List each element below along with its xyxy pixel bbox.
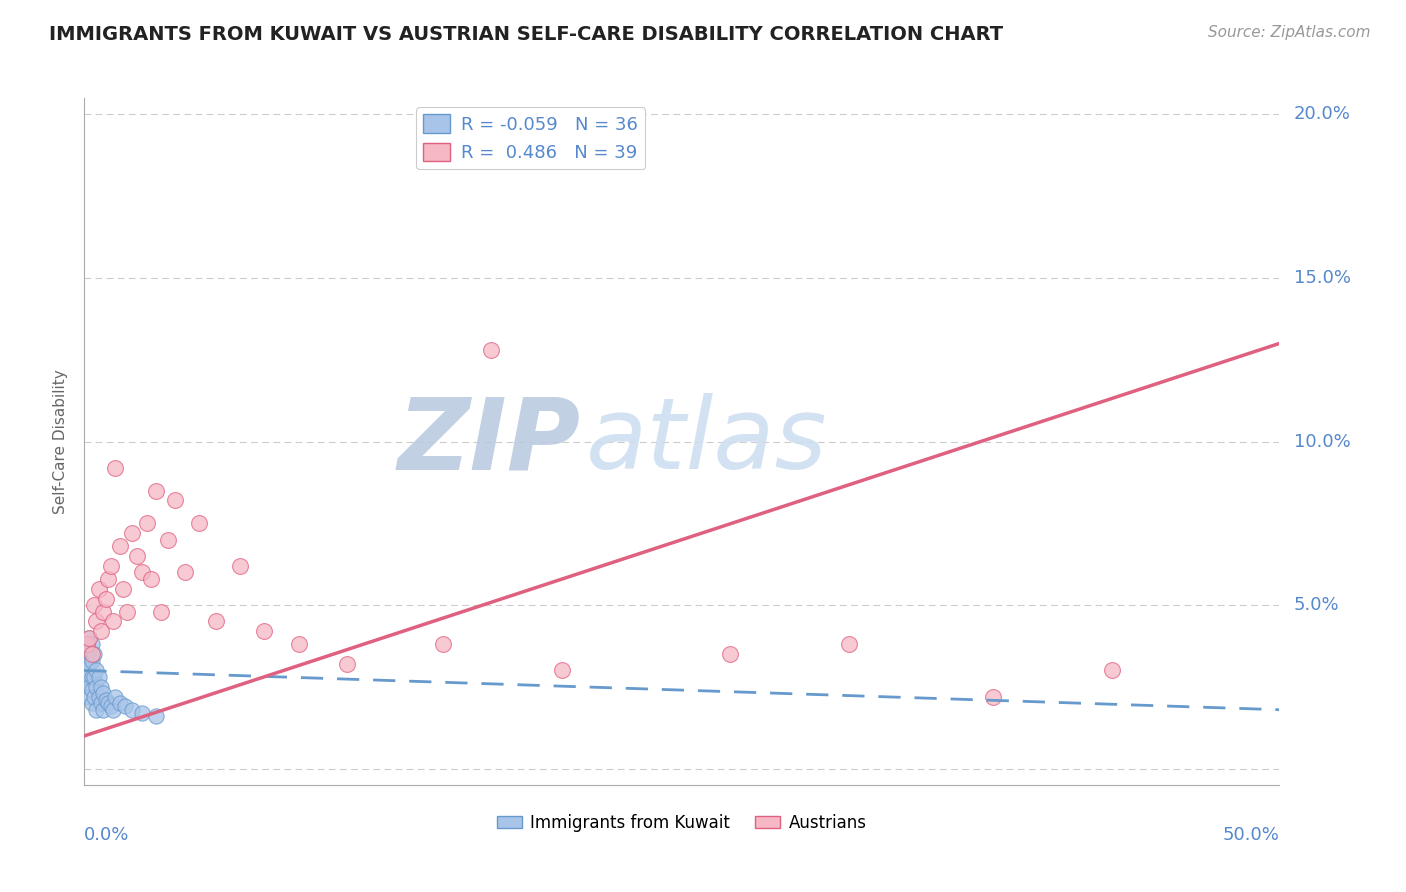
Point bbox=[77, 631, 100, 645]
Point bbox=[101, 703, 124, 717]
Point bbox=[76, 637, 98, 651]
Point bbox=[86, 703, 108, 717]
Point bbox=[121, 526, 143, 541]
Text: 15.0%: 15.0% bbox=[1294, 269, 1351, 287]
Point bbox=[288, 637, 311, 651]
Point bbox=[1101, 664, 1123, 678]
Legend: Immigrants from Kuwait, Austrians: Immigrants from Kuwait, Austrians bbox=[491, 807, 873, 838]
Point bbox=[838, 637, 860, 651]
Point bbox=[110, 539, 132, 553]
Point bbox=[93, 703, 115, 717]
Point bbox=[188, 516, 211, 531]
Point bbox=[100, 558, 122, 573]
Point bbox=[336, 657, 359, 671]
Point bbox=[83, 690, 105, 704]
Point bbox=[80, 670, 103, 684]
Point bbox=[83, 670, 105, 684]
Point bbox=[94, 693, 117, 707]
Point bbox=[87, 690, 110, 704]
Point bbox=[117, 605, 139, 619]
Point bbox=[110, 696, 132, 710]
Point bbox=[145, 709, 167, 723]
Point bbox=[104, 460, 127, 475]
Text: 20.0%: 20.0% bbox=[1294, 105, 1351, 123]
Point bbox=[83, 598, 105, 612]
Point bbox=[77, 644, 100, 658]
Point bbox=[97, 696, 120, 710]
Text: 10.0%: 10.0% bbox=[1294, 433, 1351, 450]
Point bbox=[86, 615, 108, 629]
Point bbox=[76, 664, 98, 678]
Point bbox=[86, 680, 108, 694]
Point bbox=[718, 647, 741, 661]
Point bbox=[77, 680, 100, 694]
Point bbox=[145, 483, 167, 498]
Point bbox=[80, 647, 103, 661]
Point bbox=[87, 670, 110, 684]
Point bbox=[141, 572, 163, 586]
Point bbox=[77, 631, 100, 645]
Point bbox=[114, 699, 136, 714]
Point bbox=[90, 696, 112, 710]
Point bbox=[981, 690, 1004, 704]
Text: 5.0%: 5.0% bbox=[1294, 596, 1340, 614]
Point bbox=[165, 493, 187, 508]
Point bbox=[149, 605, 172, 619]
Point bbox=[87, 582, 110, 596]
Point bbox=[97, 572, 120, 586]
Point bbox=[253, 624, 276, 639]
Text: atlas: atlas bbox=[586, 393, 828, 490]
Point bbox=[76, 670, 98, 684]
Point bbox=[80, 654, 103, 668]
Point bbox=[229, 558, 252, 573]
Point bbox=[90, 680, 112, 694]
Point bbox=[76, 647, 98, 661]
Text: IMMIGRANTS FROM KUWAIT VS AUSTRIAN SELF-CARE DISABILITY CORRELATION CHART: IMMIGRANTS FROM KUWAIT VS AUSTRIAN SELF-… bbox=[49, 25, 1004, 44]
Point bbox=[90, 624, 112, 639]
Point bbox=[77, 690, 100, 704]
Text: ZIP: ZIP bbox=[398, 393, 581, 490]
Text: 50.0%: 50.0% bbox=[1223, 826, 1279, 844]
Point bbox=[86, 664, 108, 678]
Point bbox=[77, 657, 100, 671]
Point bbox=[101, 615, 124, 629]
Point bbox=[100, 699, 122, 714]
Point bbox=[135, 516, 157, 531]
Point bbox=[80, 683, 103, 698]
Point bbox=[93, 605, 115, 619]
Point bbox=[131, 566, 153, 580]
Text: Source: ZipAtlas.com: Source: ZipAtlas.com bbox=[1208, 25, 1371, 40]
Point bbox=[432, 637, 454, 651]
Point bbox=[80, 696, 103, 710]
Point bbox=[94, 591, 117, 606]
Point bbox=[125, 549, 148, 563]
Point bbox=[93, 686, 115, 700]
Point bbox=[80, 637, 103, 651]
Point bbox=[205, 615, 228, 629]
Point bbox=[479, 343, 502, 357]
Point bbox=[121, 703, 143, 717]
Point bbox=[111, 582, 134, 596]
Point bbox=[104, 690, 127, 704]
Point bbox=[173, 566, 195, 580]
Point bbox=[157, 533, 180, 547]
Point bbox=[83, 647, 105, 661]
Point bbox=[551, 664, 574, 678]
Text: 0.0%: 0.0% bbox=[84, 826, 129, 844]
Y-axis label: Self-Care Disability: Self-Care Disability bbox=[53, 369, 69, 514]
Point bbox=[131, 706, 153, 720]
Point bbox=[76, 637, 98, 651]
